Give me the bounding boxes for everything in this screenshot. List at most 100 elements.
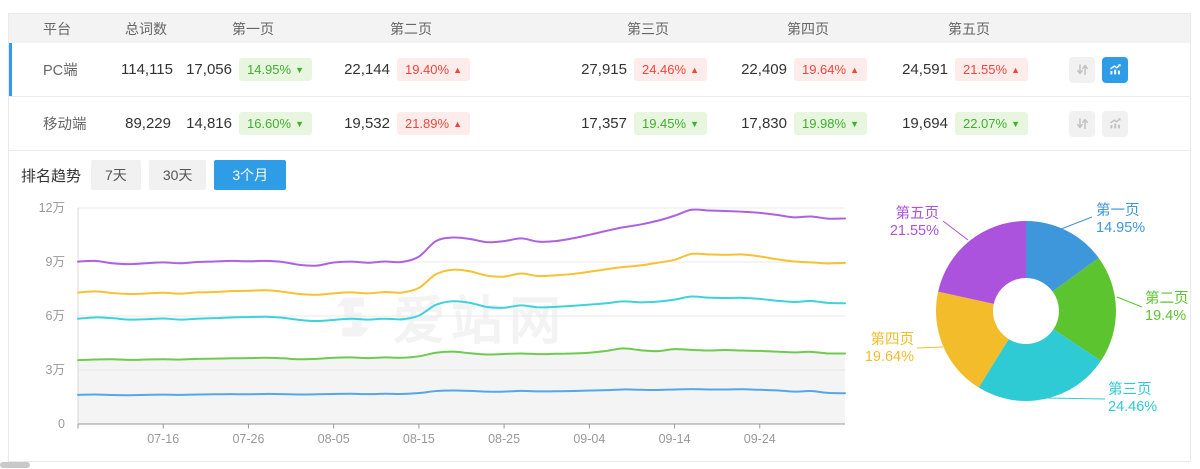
watermark: 爱站网 [327, 279, 567, 354]
watermark-text: 爱站网 [393, 293, 568, 351]
y-axis-label: 3万 [46, 363, 65, 377]
donut-label-第四页: 第四页 19.64% [865, 330, 914, 365]
page4-value: 17,830 [741, 115, 787, 132]
donut-leader-line [1046, 397, 1106, 400]
change-badge: 21.55% ▲ [954, 58, 1028, 81]
x-axis-label: 09-24 [744, 432, 776, 446]
change-badge: 24.46% ▲ [633, 58, 707, 81]
trend-arrow-icon: ▼ [1011, 118, 1020, 129]
trend-arrow-icon: ▼ [295, 64, 304, 75]
trend-arrow-icon: ▲ [1011, 64, 1020, 75]
page3-value: 17,357 [581, 115, 627, 132]
table-row[interactable]: 移动端 89,229 14,816 16.60% ▼ 19,532 21.89% ▲… [9, 97, 1190, 151]
donut-slice-第五页[interactable] [938, 221, 1026, 304]
rank-trend-section: 爱站网 0 3万 6万 9万 12万 07-16 07-26 08-05 08-15 08-25 0… [9, 151, 1190, 461]
donut-label-第五页: 第五页 21.55% [890, 204, 939, 239]
col-header-page5: 第五页 [948, 20, 990, 37]
charts-canvas: 0 3万 6万 9万 12万 07-16 07-26 08-05 08-15 08-25 09-04… [39, 201, 1189, 446]
platform-label: 移动端 [43, 117, 87, 133]
donut-slice-第三页[interactable] [978, 329, 1101, 402]
change-badge: 19.40% ▲ [396, 58, 470, 81]
line-series-第三页[interactable] [77, 295, 846, 323]
page4-value: 22,409 [741, 61, 787, 78]
trend-arrow-icon: ▲ [453, 64, 462, 75]
page3-cell: 17,357 19.45% ▼ [470, 112, 707, 135]
page5-cell: 19,694 22.07% ▼ [867, 112, 1028, 135]
y-axis-label: 12万 [39, 201, 65, 215]
col-header-platform: 平台 [43, 20, 71, 37]
sort-arrows-icon[interactable] [1069, 56, 1095, 83]
x-axis-label: 07-16 [147, 432, 179, 446]
x-axis-label: 07-26 [232, 432, 264, 446]
page2-value: 22,144 [344, 61, 390, 78]
table-header: 平台 总词数 第一页 第二页 第三页 第四页 第五页 [9, 14, 1190, 43]
donut-label-第二页: 第二页 19.4% [1145, 289, 1189, 324]
trend-arrow-icon: ▲ [690, 64, 699, 75]
col-header-page2: 第二页 [390, 20, 432, 37]
page4-cell: 17,830 19.98% ▼ [707, 112, 867, 135]
page5-value: 24,591 [902, 61, 948, 78]
donut-leader-line [916, 346, 944, 349]
horizontal-scrollbar-thumb[interactable] [0, 462, 30, 468]
y-axis-label: 9万 [46, 255, 65, 269]
col-header-page1: 第一页 [232, 20, 274, 37]
change-badge: 19.98% ▼ [793, 112, 867, 135]
trend-arrow-icon: ▼ [850, 118, 859, 129]
change-badge: 14.95% ▼ [238, 58, 312, 81]
trend-arrow-icon: ▲ [453, 118, 462, 129]
total-words-value: 89,229 [125, 115, 171, 132]
x-axis-label: 08-05 [318, 432, 350, 446]
donut-label-第三页: 第三页 24.46% [1108, 380, 1157, 415]
col-header-page3: 第三页 [627, 20, 669, 37]
trend-arrow-icon: ▼ [690, 118, 699, 129]
x-axis-label: 09-14 [659, 432, 691, 446]
line-series-第四页[interactable] [77, 252, 846, 296]
area-fill [78, 348, 845, 424]
donut-label-第一页: 第一页 14.95% [1096, 201, 1145, 236]
tab-30days[interactable]: 30天 [148, 160, 207, 190]
page4-cell: 22,409 19.64% ▲ [707, 58, 867, 81]
table-row[interactable]: PC端 114,115 17,056 14.95% ▼ 22,144 19.40%… [9, 43, 1190, 97]
change-badge: 19.64% ▲ [793, 58, 867, 81]
change-badge: 21.89% ▲ [396, 112, 470, 135]
page1-value: 14,816 [186, 115, 232, 132]
trend-chart-icon[interactable] [1102, 56, 1128, 83]
donut-slice-第二页[interactable] [1052, 257, 1117, 361]
page1-cell: 17,056 14.95% ▼ [171, 58, 312, 81]
line-series-第五页[interactable] [77, 208, 846, 267]
keyword-rank-panel: 平台 总词数 第一页 第二页 第三页 第四页 第五页 PC端 114,115 1… [8, 13, 1191, 462]
change-badge: 22.07% ▼ [954, 112, 1028, 135]
line-series-第一页[interactable] [77, 388, 846, 397]
trend-chart-icon[interactable] [1102, 110, 1128, 137]
page5-value: 19,694 [902, 115, 948, 132]
x-axis-label: 09-04 [573, 432, 605, 446]
page5-cell: 24,591 21.55% ▲ [867, 58, 1028, 81]
platform-label: PC端 [43, 63, 78, 79]
page3-cell: 27,915 24.46% ▲ [470, 58, 707, 81]
page1-value: 17,056 [186, 61, 232, 78]
total-words-value: 114,115 [121, 61, 173, 78]
col-header-page4: 第四页 [787, 20, 829, 37]
change-badge: 16.60% ▼ [238, 112, 312, 135]
donut-leader-line [1116, 296, 1143, 308]
trend-title: 排名趋势 [21, 167, 82, 185]
donut-leader-line [1060, 216, 1093, 230]
page2-cell: 19,532 21.89% ▲ [312, 112, 470, 135]
tab-7days[interactable]: 7天 [91, 160, 141, 190]
x-axis-label: 08-15 [403, 432, 435, 446]
y-axis-label: 0 [58, 417, 65, 431]
trend-arrow-icon: ▲ [850, 64, 859, 75]
page2-cell: 22,144 19.40% ▲ [312, 58, 470, 81]
donut-slice-第四页[interactable] [936, 291, 1009, 388]
page1-cell: 14,816 16.60% ▼ [171, 112, 312, 135]
change-badge: 19.45% ▼ [633, 112, 707, 135]
donut-slice-第一页[interactable] [1026, 221, 1099, 292]
tab-3months[interactable]: 3个月 [214, 160, 287, 190]
line-series-第二页[interactable] [77, 347, 846, 362]
donut-leader-line [942, 220, 969, 241]
trend-arrow-icon: ▼ [295, 118, 304, 129]
page2-value: 19,532 [344, 115, 390, 132]
y-axis-label: 6万 [46, 309, 65, 323]
page3-value: 27,915 [581, 61, 627, 78]
sort-arrows-icon[interactable] [1069, 110, 1095, 137]
